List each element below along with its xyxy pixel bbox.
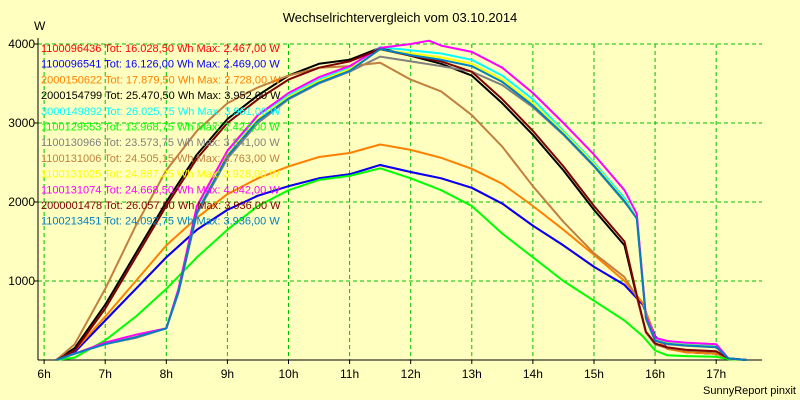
legend-entry-1100131006: 1100131006 Tot: 24.505,15 Wh Max: 3.763,… bbox=[41, 153, 280, 165]
x-tick-label: 6h bbox=[37, 367, 50, 381]
x-tick-label: 10h bbox=[278, 367, 298, 381]
legend-entry-1100129553: 1100129553 Tot: 13.968,75 Wh Max: 2.427,… bbox=[41, 122, 280, 134]
legend-entry-2000150622: 2000150622 Tot: 17.879,50 Wh Max: 2.728,… bbox=[41, 74, 281, 86]
x-tick-label: 7h bbox=[99, 367, 112, 381]
x-tick-label: 14h bbox=[523, 367, 543, 381]
axes bbox=[34, 38, 762, 364]
y-axis-unit: W bbox=[34, 19, 46, 33]
legend-entry-2000154799: 2000154799 Tot: 25.470,50 Wh Max: 3.952,… bbox=[41, 90, 281, 102]
chart-title: Wechselrichtervergleich vom 03.10.2014 bbox=[283, 10, 518, 25]
y-tick-label: 3000 bbox=[8, 116, 35, 130]
x-tick-label: 16h bbox=[645, 367, 665, 381]
x-tick-label: 15h bbox=[584, 367, 604, 381]
x-tick-label: 11h bbox=[340, 367, 359, 381]
series-lines bbox=[55, 39, 747, 361]
y-tick-label: 1000 bbox=[8, 274, 35, 288]
legend-entry-1100096541: 1100096541 Tot: 16.126,00 Wh Max: 2.469,… bbox=[41, 59, 280, 71]
x-tick-label: 8h bbox=[160, 367, 173, 381]
x-tick-label: 12h bbox=[401, 367, 421, 381]
x-tick-label: 9h bbox=[221, 367, 234, 381]
legend-entry-3000149892: 3000149892 Tot: 26.025,75 Wh Max: 3.961,… bbox=[41, 106, 281, 118]
x-tick-label: 13h bbox=[462, 367, 482, 381]
x-tick-labels: 6h 7h 8h 9h 10h 11h 12h 13h 14h 15h 16h 17h bbox=[37, 367, 726, 381]
legend-entry-2000001478: 2000001478 Tot: 26.057,50 Wh Max: 3.936,… bbox=[41, 200, 281, 212]
footer-credit: SunnyReport pinxit bbox=[703, 385, 796, 397]
legend-entry-1100131074: 1100131074 Tot: 24.668,50 Wh Max: 4.042,… bbox=[41, 184, 280, 196]
y-tick-labels: 1000 2000 3000 4000 bbox=[8, 37, 35, 288]
legend-entry-1100130966: 1100130966 Tot: 23.573,75 Wh Max: 3.841,… bbox=[41, 137, 280, 149]
grid bbox=[38, 43, 762, 360]
legend-entry-1100131025: 1100131025 Tot: 24.887,25 Wh Max: 3.928,… bbox=[41, 169, 280, 181]
legend-entry-1100213451: 1100213451 Tot: 24.092,75 Wh Max: 3.936,… bbox=[41, 216, 280, 228]
series-line-1100213451 bbox=[55, 48, 747, 361]
legend-entry-1100096436: 1100096436 Tot: 16.028,50 Wh Max: 2.467,… bbox=[41, 43, 280, 55]
legend: 1100096436 Tot: 16.028,50 Wh Max: 2.467,… bbox=[41, 43, 281, 228]
series-line-2000001478 bbox=[55, 48, 747, 361]
series-line-1100129553 bbox=[56, 167, 747, 361]
y-tick-label: 2000 bbox=[8, 195, 35, 209]
x-tick-label: 17h bbox=[706, 367, 726, 381]
y-tick-label: 4000 bbox=[8, 37, 35, 51]
